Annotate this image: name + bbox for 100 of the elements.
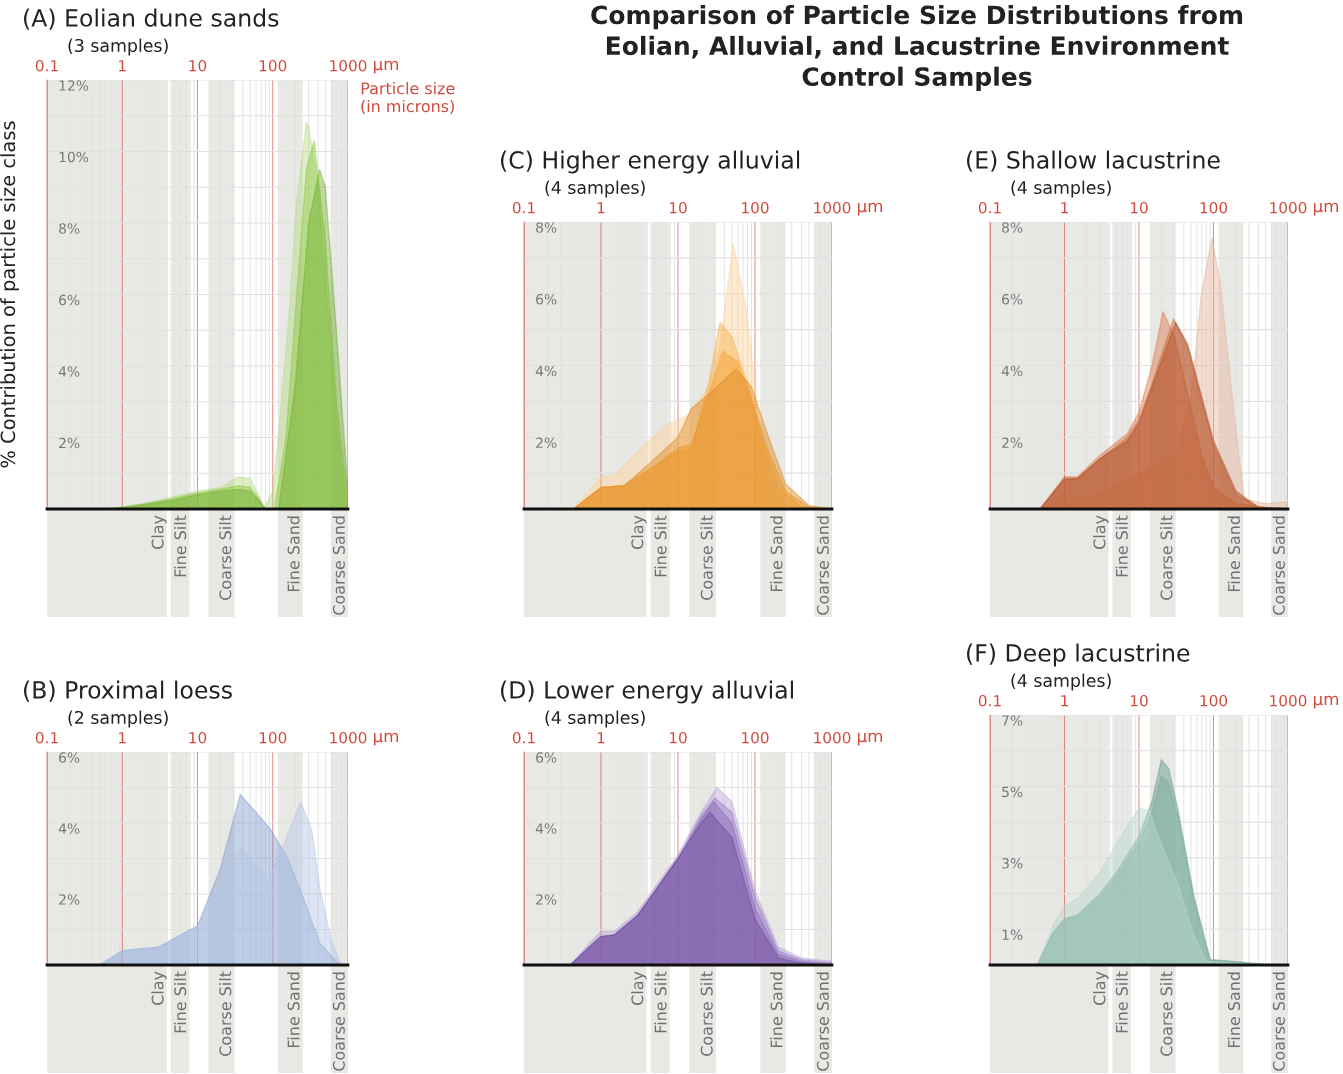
x-tick-label: 1000 <box>1270 201 1307 214</box>
y-tick-label: 2% <box>59 437 80 449</box>
band-label: Fine Silt <box>173 971 187 1033</box>
y-tick-label: 2% <box>59 894 80 905</box>
y-tick-label: 3% <box>1002 858 1023 869</box>
y-tick-label: 2% <box>536 894 557 905</box>
x-tick-label: 1000 <box>330 731 367 744</box>
x-tick-label: 100 <box>742 201 769 214</box>
x-tick-label: 100 <box>742 731 769 744</box>
band-label: Coarse Sand <box>332 516 345 615</box>
x-tick-label: 0.1 <box>512 731 535 744</box>
band-label: Coarse Sand <box>1272 972 1285 1071</box>
chart-subtitle: (3 samples) <box>68 38 168 56</box>
band-label: Fine Sand <box>1227 972 1241 1048</box>
x-axis-title: µm <box>374 60 398 74</box>
y-tick-label: 8% <box>59 223 80 234</box>
band-label: Fine Sand <box>770 972 783 1048</box>
chart-subtitle: (4 samples) <box>1011 180 1111 198</box>
chart-subtitle: (4 samples) <box>545 710 645 728</box>
x-tick-label: 10 <box>669 731 687 744</box>
x-axis-title: µm <box>1314 202 1338 216</box>
band-label: Fine Sand <box>1227 516 1241 592</box>
band-label: Fine Silt <box>1115 971 1128 1033</box>
x-axis-title: µm <box>374 732 398 746</box>
y-tick-label: 7% <box>1002 715 1023 726</box>
chart-title: (C) Higher energy alluvial <box>501 150 800 174</box>
y-tick-label: 6% <box>59 752 80 763</box>
band-label: Clay <box>1093 515 1109 549</box>
chart-subtitle: (2 samples) <box>68 710 168 728</box>
text: Particle size (in microns) <box>361 82 455 115</box>
y-tick-label: 6% <box>536 752 557 763</box>
x-tick-label: 1 <box>1061 202 1068 214</box>
chart-title: (A) Eolian dune sands <box>24 8 279 30</box>
y-tick-label: 4% <box>58 823 80 834</box>
band-label: Clay <box>151 515 167 549</box>
chart-title: (E) Shallow lacustrine <box>967 150 1220 172</box>
x-axis-title: µm <box>858 202 882 216</box>
chart-title: (D) Lower energy alluvial <box>501 680 794 704</box>
x-tick-label: 1 <box>597 732 605 744</box>
x-tick-label: 10 <box>189 731 207 744</box>
band-label: Coarse Sand <box>1272 516 1285 615</box>
y-tick-label: 6% <box>1002 294 1023 305</box>
y-tick-label: 4% <box>58 366 80 377</box>
y-tick-label: 6% <box>59 294 80 306</box>
band-label: Coarse Sand <box>332 972 345 1071</box>
y-tick-label: 4% <box>535 823 557 834</box>
chart-title: (B) Proximal loess <box>24 680 232 702</box>
x-axis-title: µm <box>858 732 882 746</box>
x-tick-label: 1000 <box>814 201 851 214</box>
x-tick-label: 0.1 <box>978 694 1001 707</box>
y-tick-label: 8% <box>536 222 557 233</box>
x-tick-label: 10 <box>1130 694 1148 707</box>
x-tick-label: 0.1 <box>512 201 535 214</box>
band-label: Fine Silt <box>654 971 667 1033</box>
x-tick-label: 1 <box>119 732 126 744</box>
x-tick-label: 0.1 <box>35 731 58 744</box>
band-label: Fine Sand <box>770 516 783 592</box>
x-axis-title: µm <box>1314 695 1338 709</box>
band-label: Clay <box>1093 971 1109 1005</box>
band-label: Fine Silt <box>1115 515 1128 577</box>
x-tick-label: 100 <box>259 731 287 744</box>
chart-title: (F) Deep lacustrine <box>967 643 1190 667</box>
band-label: Clay <box>631 515 647 549</box>
x-tick-label: 0.1 <box>35 59 58 72</box>
x-tick-label: 10 <box>669 201 687 214</box>
band-label: Coarse Silt <box>219 971 232 1056</box>
x-tick-label: 100 <box>1200 201 1228 214</box>
band-label: Coarse Silt <box>700 971 713 1056</box>
y-tick-label: 5% <box>1002 786 1023 798</box>
band-label: Clay <box>151 971 167 1005</box>
y-tick-label: 4% <box>535 365 557 377</box>
band-label: Fine Silt <box>654 515 667 577</box>
x-tick-label: 1 <box>597 202 605 214</box>
y-axis-title: % Contribution of particle size class <box>0 121 19 468</box>
band-label: Coarse Sand <box>816 972 829 1071</box>
y-tick-label: 1% <box>1002 929 1023 941</box>
x-tick-label: 100 <box>259 59 287 72</box>
x-tick-label: 0.1 <box>978 201 1001 214</box>
y-tick-label: 2% <box>1002 437 1023 448</box>
band-label: Coarse Silt <box>1160 515 1173 600</box>
band-label: Fine Sand <box>287 516 300 592</box>
x-tick-label: 1000 <box>814 731 851 744</box>
y-tick-label: 12% <box>59 80 89 91</box>
x-tick-label: 1000 <box>330 59 367 72</box>
band-label: Coarse Silt <box>700 515 713 600</box>
x-tick-label: 1 <box>119 60 126 72</box>
chart-subtitle: (4 samples) <box>545 180 645 198</box>
band-label: Clay <box>631 971 647 1005</box>
band-label: Coarse Silt <box>219 515 232 600</box>
band-label: Coarse Sand <box>816 516 829 615</box>
band-label: Fine Sand <box>287 972 300 1048</box>
x-tick-label: 10 <box>189 59 207 72</box>
text: Comparison of Particle Size Distributions from Eolian, Alluvial, and Lacustrine Environment Control Samples <box>591 5 1243 91</box>
chart-subtitle: (4 samples) <box>1011 673 1111 691</box>
y-tick-label: 2% <box>536 437 557 448</box>
band-label: Fine Silt <box>173 515 187 577</box>
y-tick-label: 4% <box>1001 365 1023 377</box>
y-tick-label: 8% <box>1002 222 1023 233</box>
x-tick-label: 1000 <box>1270 694 1307 707</box>
y-tick-label: 10% <box>59 151 89 163</box>
